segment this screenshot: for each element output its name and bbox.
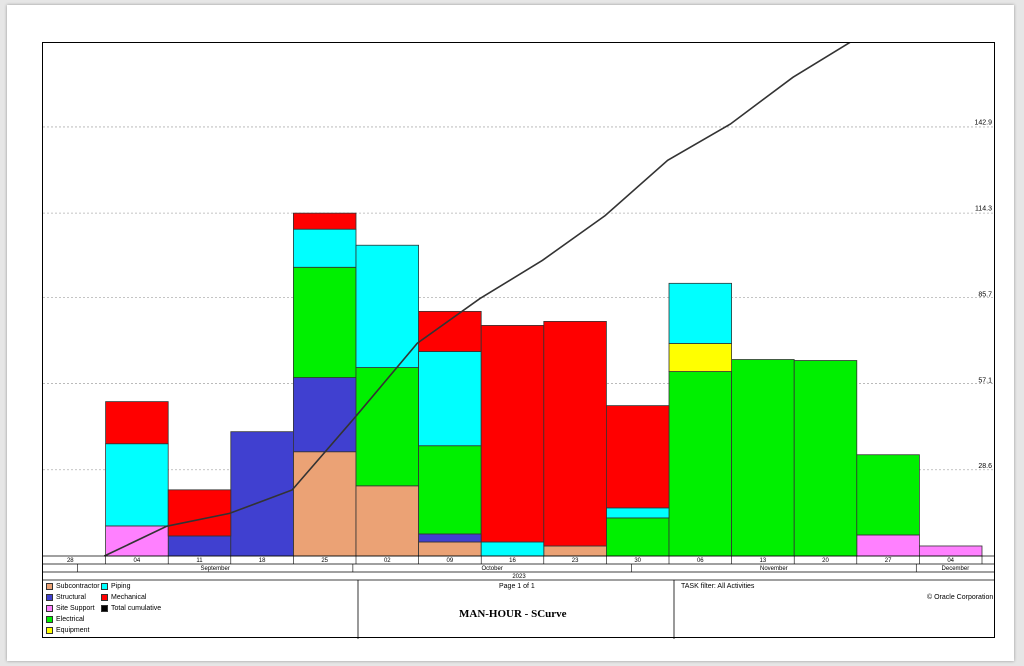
- month-label: December: [942, 566, 970, 572]
- legend-item: Piping: [101, 583, 130, 590]
- legend-label: Piping: [111, 583, 131, 590]
- legend-swatch: [46, 605, 53, 612]
- legend-item: Equipment: [46, 627, 89, 634]
- scurve-chart: 4.328.68.657.112.985.717.1114.321.4142.9…: [43, 43, 994, 639]
- bar-segment: [105, 401, 169, 445]
- x-tick-label: 02: [384, 558, 391, 564]
- bar-segment: [292, 266, 357, 378]
- bar-segment: [355, 485, 419, 557]
- legend-swatch: [101, 594, 108, 601]
- bar-segment: [480, 325, 545, 543]
- cumulative-line: [103, 43, 851, 557]
- legend-label: Structural: [56, 594, 86, 601]
- x-tick-label: 20: [822, 558, 829, 564]
- copyright: © Oracle Corporation: [927, 594, 994, 601]
- x-tick-label: 18: [259, 558, 266, 564]
- x-tick-label: 11: [196, 558, 203, 564]
- legend-swatch: [46, 616, 53, 623]
- bar-segment: [793, 360, 858, 557]
- legend-label: Electrical: [56, 616, 85, 623]
- bar-segment: [668, 343, 732, 372]
- bar-segment: [856, 454, 920, 536]
- x-tick-label: 09: [447, 558, 454, 564]
- bar-segment: [418, 533, 482, 543]
- y-right-tick-label: 57.1: [978, 377, 992, 384]
- x-tick-label: 25: [321, 558, 328, 564]
- bar-segment: [418, 310, 482, 352]
- bar-segment: [167, 489, 232, 537]
- bar-segment: [919, 545, 983, 557]
- legend-item: Subcontractor: [46, 583, 100, 590]
- bar-segment: [606, 507, 670, 519]
- report-frame: 4.328.68.657.112.985.717.1114.321.4142.9…: [42, 42, 995, 639]
- month-label: November: [760, 566, 788, 572]
- bar-segment: [480, 541, 545, 557]
- report-page: 4.328.68.657.112.985.717.1114.321.4142.9…: [7, 5, 1014, 661]
- legend-item: Site Support: [46, 605, 95, 612]
- year-label: 2023: [512, 574, 526, 580]
- bar-segment: [668, 371, 732, 557]
- bar-segment: [355, 244, 419, 368]
- legend-label: Equipment: [56, 627, 90, 634]
- month-label: October: [481, 566, 502, 572]
- legend-item: Total cumulative: [101, 605, 161, 612]
- x-tick-label: 04: [134, 558, 141, 564]
- legend-swatch: [101, 583, 108, 590]
- legend-item: Mechanical: [101, 594, 146, 601]
- bar-segment: [731, 359, 795, 557]
- page-number: Page 1 of 1: [499, 583, 535, 590]
- bar-segment: [292, 228, 357, 268]
- report-title: MAN-HOUR - SCurve: [459, 608, 567, 620]
- x-tick-label: 13: [760, 558, 767, 564]
- y-right-tick-label: 114.3: [975, 206, 992, 213]
- legend-swatch: [46, 627, 53, 634]
- bar-segment: [105, 443, 169, 527]
- legend-swatch: [101, 605, 108, 612]
- legend-item: Structural: [46, 594, 86, 601]
- bar-segment: [543, 545, 607, 557]
- legend-item: Electrical: [46, 616, 84, 623]
- legend-swatch: [46, 583, 53, 590]
- x-tick-label: 04: [947, 558, 954, 564]
- bar-segment: [418, 445, 482, 535]
- x-tick-label: 27: [885, 558, 892, 564]
- bar-segment: [543, 321, 607, 547]
- bar-segment: [606, 405, 670, 509]
- bar-segment: [292, 377, 357, 453]
- bar-segment: [167, 535, 232, 557]
- y-right-tick-label: 28.6: [978, 463, 992, 470]
- bar-segment: [856, 534, 920, 557]
- y-right-tick-label: 85.7: [978, 291, 992, 298]
- x-tick-label: 06: [697, 558, 704, 564]
- x-tick-label: 16: [509, 558, 516, 564]
- bar-segment: [606, 517, 670, 557]
- bar-segment: [418, 541, 482, 557]
- y-right-tick-label: 142.9: [974, 120, 992, 127]
- bar-segment: [668, 282, 732, 344]
- x-tick-label: 28: [67, 558, 74, 564]
- bar-segment: [355, 367, 419, 487]
- legend-label: Site Support: [56, 605, 95, 612]
- bar-segment: [292, 451, 357, 557]
- month-label: September: [200, 566, 229, 572]
- legend-label: Subcontractor: [56, 583, 100, 590]
- legend-swatch: [46, 594, 53, 601]
- bar-segment: [418, 351, 482, 447]
- legend-label: Mechanical: [111, 594, 147, 601]
- bar-segment: [292, 212, 357, 230]
- x-tick-label: 23: [572, 558, 579, 564]
- x-tick-label: 30: [634, 558, 641, 564]
- task-filter: TASK filter: All Activities: [681, 583, 755, 590]
- legend-label: Total cumulative: [111, 605, 162, 612]
